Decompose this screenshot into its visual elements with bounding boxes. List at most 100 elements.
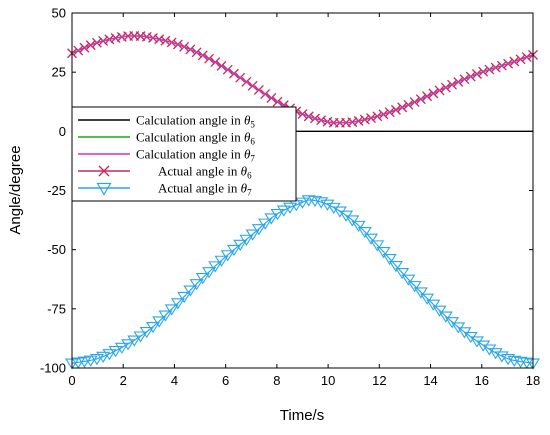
legend-entry-1: Calculation angle in θ5 — [78, 113, 255, 130]
legend-label: Actual angle in θ6 — [158, 164, 252, 181]
data-point-triangle-marker — [108, 346, 123, 358]
data-point-triangle-marker — [164, 304, 179, 316]
data-point-triangle-marker — [295, 197, 310, 209]
data-point-triangle-marker — [395, 267, 410, 280]
y-tick-label: -100 — [40, 361, 66, 376]
x-tick-label: 18 — [526, 373, 540, 388]
data-point-triangle-marker — [152, 316, 167, 328]
legend-label-theta: θ — [244, 130, 251, 145]
data-point-triangle-marker — [364, 233, 379, 245]
legend-label: Calculation angle in θ6 — [136, 130, 255, 147]
data-point-triangle-marker — [170, 298, 185, 310]
x-tick-label: 4 — [171, 373, 178, 388]
data-point-triangle-marker — [320, 199, 335, 211]
data-point-triangle-marker — [351, 220, 366, 233]
legend-entry-3: Calculation angle in θ7 — [78, 147, 255, 164]
legend-entry-2: Calculation angle in θ6 — [78, 130, 255, 147]
series-3 — [71, 35, 534, 124]
legend-label-subscript: 6 — [247, 171, 252, 181]
data-point-triangle-marker — [158, 310, 173, 322]
legend-label: Actual angle in θ7 — [158, 181, 252, 198]
data-point-triangle-marker — [264, 213, 279, 225]
data-point-triangle-marker — [127, 335, 142, 347]
legend-label-theta: θ — [241, 164, 248, 179]
legend-label-theta: θ — [244, 147, 251, 162]
data-point-triangle-marker — [102, 349, 117, 361]
data-point-triangle-marker — [145, 321, 160, 334]
y-axis-title: Angle/degree — [7, 145, 24, 234]
data-point-triangle-marker — [220, 250, 235, 262]
data-point-triangle-marker — [276, 205, 291, 217]
data-point-triangle-marker — [488, 348, 503, 360]
legend-label-theta: θ — [244, 113, 251, 128]
y-tick-label: -75 — [47, 301, 66, 316]
data-point-triangle-marker — [345, 215, 360, 227]
x-tick-label: 8 — [273, 373, 280, 388]
data-point-triangle-marker — [121, 339, 136, 351]
x-tick-label: 16 — [475, 373, 489, 388]
y-tick-label: 25 — [52, 65, 66, 80]
legend-label-subscript: 5 — [250, 120, 255, 130]
series-layer — [65, 30, 540, 370]
x-tick-label: 10 — [321, 373, 335, 388]
data-point-triangle-marker — [307, 195, 322, 208]
x-tick-label: 2 — [120, 373, 127, 388]
legend-entry-5: Actual angle in θ7 — [78, 181, 252, 198]
legend-label-subscript: 6 — [250, 137, 255, 147]
data-point-triangle-marker — [195, 273, 210, 285]
data-point-triangle-marker — [226, 244, 241, 257]
data-point-triangle-marker — [114, 342, 129, 354]
data-point-triangle-marker — [494, 351, 509, 363]
data-point-triangle-marker — [183, 285, 198, 297]
x-tick-label: 6 — [222, 373, 229, 388]
data-point-triangle-marker — [501, 354, 516, 366]
y-tick-label: 50 — [52, 6, 66, 21]
data-point-triangle-marker — [71, 357, 86, 369]
data-point-triangle-marker — [251, 224, 266, 236]
legend-swatch-triangle-marker — [96, 182, 112, 196]
data-point-triangle-marker — [258, 218, 273, 230]
data-point-triangle-marker — [270, 208, 285, 221]
data-point-triangle-marker — [239, 234, 254, 246]
y-tick-label: -25 — [47, 183, 66, 198]
x-tick-label: 0 — [68, 373, 75, 388]
data-point-triangle-marker — [133, 331, 148, 343]
data-point-triangle-marker — [214, 255, 229, 267]
legend-label-main: Calculation angle in — [136, 147, 244, 162]
data-point-triangle-marker — [96, 351, 111, 363]
x-tick-label: 12 — [372, 373, 386, 388]
data-point-triangle-marker — [476, 340, 491, 352]
data-point-triangle-marker — [139, 326, 154, 339]
legend-label-main: Calculation angle in — [136, 130, 244, 145]
legend-label-subscript: 7 — [250, 154, 255, 164]
data-point-triangle-marker — [482, 344, 497, 356]
legend-label-main: Actual angle in — [158, 181, 241, 196]
y-tick-label: -50 — [47, 242, 66, 257]
data-point-triangle-marker — [388, 261, 403, 273]
data-point-triangle-marker — [233, 239, 248, 251]
data-point-triangle-marker — [420, 293, 435, 305]
data-point-triangle-marker — [376, 247, 391, 259]
data-point-triangle-marker — [326, 202, 341, 215]
data-point-triangle-marker — [208, 261, 223, 273]
data-point-triangle-marker — [189, 279, 204, 291]
data-point-triangle-marker — [401, 274, 416, 286]
data-point-triangle-marker — [89, 354, 104, 366]
y-tick-label: 0 — [59, 124, 66, 139]
legend-label-main: Actual angle in — [158, 164, 241, 179]
data-point-triangle-marker — [177, 291, 192, 304]
data-point-triangle-marker — [314, 197, 329, 209]
data-point-triangle-marker — [245, 229, 260, 241]
legend-swatch-x-marker — [98, 165, 110, 177]
data-point-triangle-marker — [283, 202, 298, 214]
data-point-triangle-marker — [357, 226, 372, 239]
data-point-triangle-marker — [332, 206, 347, 218]
data-point-triangle-marker — [407, 281, 422, 293]
data-point-triangle-marker — [469, 336, 484, 348]
legend-label: Calculation angle in θ5 — [136, 113, 255, 130]
data-point-triangle-marker — [77, 356, 92, 368]
data-point-triangle-marker — [83, 355, 98, 367]
